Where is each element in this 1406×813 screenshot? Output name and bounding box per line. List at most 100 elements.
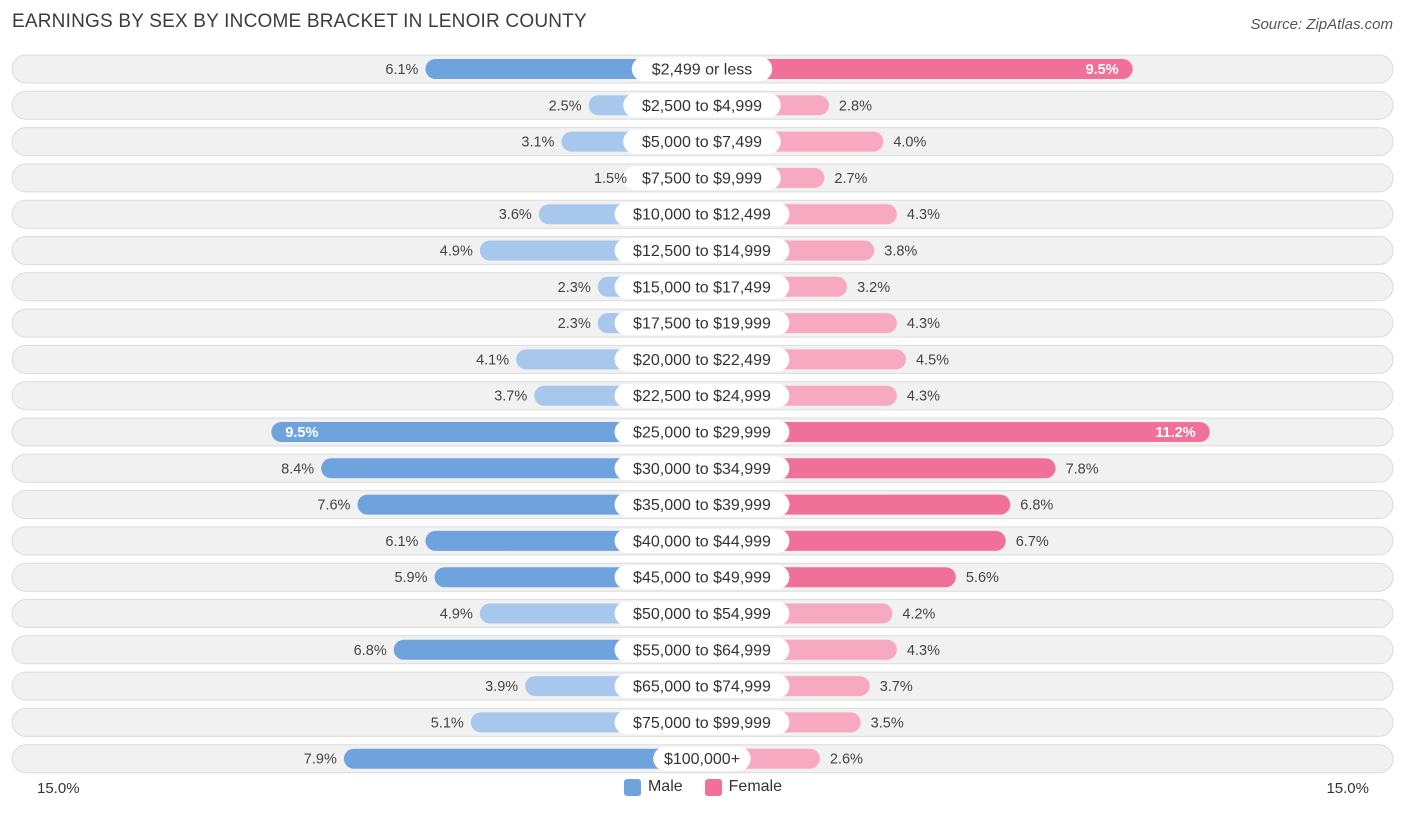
bar-row: $10,000 to $12,499 3.6% 4.3% bbox=[11, 199, 1394, 229]
value-label-female: 3.5% bbox=[871, 715, 904, 731]
value-label-female: 3.2% bbox=[857, 280, 890, 296]
value-label-male: 6.1% bbox=[385, 62, 418, 78]
value-label-female: 4.3% bbox=[907, 389, 940, 405]
bar-row: $17,500 to $19,999 2.3% 4.3% bbox=[11, 308, 1394, 338]
value-label-male: 6.1% bbox=[385, 534, 418, 550]
category-label: $2,499 or less bbox=[652, 62, 753, 79]
value-label-male: 8.4% bbox=[281, 461, 314, 477]
category-label-bg bbox=[614, 274, 790, 299]
bar-row: $2,499 or less 6.1% 9.5% bbox=[11, 54, 1394, 84]
category-label-bg bbox=[623, 129, 781, 154]
category-label: $100,000+ bbox=[664, 751, 740, 768]
value-label-male: 5.1% bbox=[431, 715, 464, 731]
bar-male bbox=[343, 748, 702, 769]
bar-row: $40,000 to $44,999 6.1% 6.7% bbox=[11, 526, 1394, 556]
category-label-bg bbox=[614, 637, 790, 662]
bar-row: $25,000 to $29,999 9.5% 11.2% bbox=[11, 417, 1394, 447]
category-label-bg bbox=[614, 202, 790, 227]
value-label-male: 3.1% bbox=[521, 135, 554, 151]
value-label-male: 4.9% bbox=[440, 607, 473, 623]
category-label: $35,000 to $39,999 bbox=[633, 497, 771, 514]
value-label-female: 7.8% bbox=[1066, 461, 1099, 477]
value-label-female: 4.3% bbox=[907, 316, 940, 332]
bar-male bbox=[425, 59, 702, 79]
bar-row: $12,500 to $14,999 4.9% 3.8% bbox=[11, 236, 1394, 265]
value-label-female: 4.3% bbox=[907, 207, 940, 223]
axis-left-label: 15.0% bbox=[37, 780, 80, 797]
value-label-female: 11.2% bbox=[1155, 425, 1195, 441]
value-label-female: 2.8% bbox=[839, 98, 872, 114]
legend-item-female[interactable]: Female bbox=[704, 778, 783, 796]
value-label-male: 7.6% bbox=[317, 498, 350, 514]
bar-row: $15,000 to $17,499 2.3% 3.2% bbox=[11, 272, 1394, 302]
bar-row: $22,500 to $24,999 3.7% 4.3% bbox=[11, 381, 1394, 411]
value-label-female: 4.5% bbox=[916, 352, 949, 368]
diverging-bar-chart: $2,499 or less 6.1% 9.5% $2,500 to $4,999 2.… bbox=[11, 54, 1394, 774]
value-label-female: 9.5% bbox=[1086, 62, 1119, 78]
category-label-bg bbox=[614, 710, 790, 735]
value-label-male: 3.6% bbox=[499, 207, 532, 223]
legend-label-male: Male bbox=[647, 778, 683, 795]
category-label-bg bbox=[614, 383, 790, 408]
category-label: $15,000 to $17,499 bbox=[633, 279, 771, 296]
value-label-female: 3.7% bbox=[880, 679, 913, 695]
value-label-female: 6.7% bbox=[1016, 534, 1049, 550]
legend-item-male[interactable]: Male bbox=[623, 778, 683, 796]
category-label: $5,000 to $7,499 bbox=[642, 134, 762, 151]
bar-row: $20,000 to $22,499 4.1% 4.5% bbox=[11, 344, 1394, 374]
category-label-bg bbox=[614, 456, 790, 481]
value-label-female: 2.7% bbox=[834, 171, 867, 187]
bar-male bbox=[321, 458, 702, 479]
category-label-bg bbox=[614, 565, 790, 590]
category-label: $10,000 to $12,499 bbox=[633, 207, 771, 224]
value-label-female: 5.6% bbox=[966, 570, 999, 586]
legend-swatch-male bbox=[623, 778, 641, 796]
bar-row: $30,000 to $34,999 8.4% 7.8% bbox=[11, 453, 1394, 483]
legend-label-female: Female bbox=[728, 778, 783, 795]
bar-male bbox=[271, 422, 702, 442]
category-label: $22,500 to $24,999 bbox=[633, 388, 771, 405]
category-label: $65,000 to $74,999 bbox=[633, 679, 771, 696]
value-label-male: 9.5% bbox=[285, 425, 318, 441]
category-label-bg bbox=[614, 492, 790, 517]
category-label-bg bbox=[614, 674, 790, 699]
value-label-male: 1.5% bbox=[594, 171, 627, 187]
value-label-female: 2.6% bbox=[830, 752, 863, 768]
value-label-male: 5.9% bbox=[394, 570, 427, 586]
value-label-male: 2.3% bbox=[558, 316, 591, 332]
category-label-bg bbox=[631, 57, 773, 81]
bar-row: $55,000 to $64,999 6.8% 4.3% bbox=[11, 635, 1394, 665]
category-label: $50,000 to $54,999 bbox=[633, 606, 771, 623]
chart-title: EARNINGS BY SEX BY INCOME BRACKET IN LEN… bbox=[12, 11, 587, 32]
value-label-female: 4.3% bbox=[907, 643, 940, 659]
axis-right-label: 15.0% bbox=[1326, 780, 1369, 797]
category-label: $2,500 to $4,999 bbox=[642, 98, 762, 115]
value-label-female: 4.0% bbox=[893, 135, 926, 151]
value-label-male: 4.1% bbox=[476, 352, 509, 368]
category-label-bg bbox=[614, 528, 790, 553]
category-label: $7,500 to $9,999 bbox=[642, 170, 762, 187]
legend-swatch-female bbox=[704, 778, 722, 796]
category-label-bg bbox=[614, 238, 790, 263]
bar-row: $45,000 to $49,999 5.9% 5.6% bbox=[11, 562, 1394, 592]
category-label-bg bbox=[614, 311, 790, 336]
bar-row: $50,000 to $54,999 4.9% 4.2% bbox=[11, 599, 1394, 628]
value-label-male: 7.9% bbox=[304, 752, 337, 768]
bar-row: $2,500 to $4,999 2.5% 2.8% bbox=[11, 90, 1394, 120]
category-label-bg bbox=[623, 93, 781, 118]
category-label: $75,000 to $99,999 bbox=[633, 715, 771, 732]
category-label: $17,500 to $19,999 bbox=[633, 316, 771, 333]
bar-row: $7,500 to $9,999 1.5% 2.7% bbox=[11, 163, 1394, 193]
bar-row: $65,000 to $74,999 3.9% 3.7% bbox=[11, 671, 1394, 701]
category-label-bg bbox=[614, 601, 790, 626]
category-label-bg bbox=[653, 746, 751, 771]
category-label-bg bbox=[614, 420, 790, 444]
value-label-female: 4.2% bbox=[902, 607, 935, 623]
category-label: $25,000 to $29,999 bbox=[633, 425, 771, 442]
category-label-bg bbox=[623, 165, 781, 190]
bar-female bbox=[702, 59, 1133, 79]
bar-female bbox=[702, 458, 1056, 479]
category-label: $45,000 to $49,999 bbox=[633, 570, 771, 587]
bar-row: $75,000 to $99,999 5.1% 3.5% bbox=[11, 707, 1394, 737]
legend: Male Female bbox=[0, 778, 1406, 796]
